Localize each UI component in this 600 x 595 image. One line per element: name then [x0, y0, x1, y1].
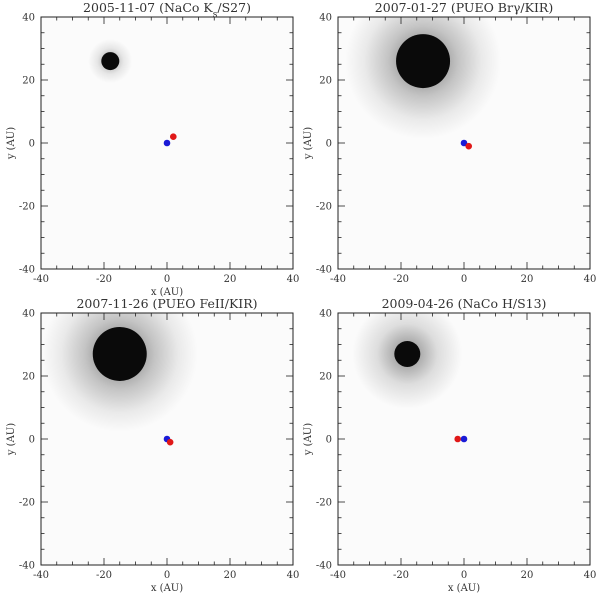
x-axis-label: x (AU) [448, 583, 480, 594]
x-tick-label: 0 [164, 570, 170, 581]
image-content [345, 17, 502, 140]
source-core [396, 34, 451, 89]
marker-point [460, 139, 468, 147]
image-content [41, 313, 198, 432]
x-tick-label: 20 [521, 274, 534, 285]
panel-2: -40 -20 0 20 40 -40 -20 0 20 40 y (AU) 2007-01-27 (… [303, 0, 596, 285]
y-tick-label: 20 [22, 372, 35, 383]
x-tick-label: 20 [224, 274, 237, 285]
x-tick-label: 0 [461, 570, 467, 581]
panel-3: -40 -20 0 20 40 -40 -20 0 20 40 x (AU) y (AU) 2007-1… [6, 296, 300, 594]
x-tick-label: -20 [96, 570, 112, 581]
x-tick-label: 40 [584, 274, 597, 285]
marker-point [465, 142, 473, 150]
y-tick-label: 0 [29, 139, 35, 150]
x-tick-label: 0 [461, 274, 467, 285]
y-tick-label: 0 [326, 139, 332, 150]
x-tick-label: 0 [164, 274, 170, 285]
y-axis-label: y (AU) [6, 423, 17, 456]
y-tick-label: -40 [19, 561, 35, 572]
y-tick-label: 20 [319, 372, 332, 383]
x-tick-label: -20 [96, 274, 112, 285]
y-tick-label: 0 [326, 435, 332, 446]
panel-4: -40 -20 0 20 40 -40 -20 0 20 40 x (AU) y (AU) 2009-0… [303, 296, 596, 594]
image-content [88, 39, 133, 84]
x-tick-label: -40 [33, 570, 49, 581]
panel-title: 2007-01-27 (PUEO Brγ/KIR) [375, 0, 553, 15]
marker-point [163, 139, 171, 147]
y-tick-label: -20 [316, 498, 332, 509]
marker-point [454, 435, 462, 443]
y-tick-label: 40 [22, 309, 35, 320]
x-tick-label: -40 [330, 570, 346, 581]
x-tick-label: 20 [521, 570, 534, 581]
y-tick-label: 0 [29, 435, 35, 446]
x-tick-label: -20 [393, 274, 409, 285]
y-tick-label: -40 [19, 265, 35, 276]
panel-title: 2009-04-26 (NaCo H/S13) [382, 296, 547, 311]
y-axis-label: y (AU) [303, 423, 314, 456]
y-tick-label: 40 [22, 13, 35, 24]
y-tick-label: 20 [319, 76, 332, 87]
x-axis-label: x (AU) [151, 583, 183, 594]
x-tick-label: 40 [287, 570, 300, 581]
source-core [92, 326, 147, 381]
y-tick-label: -20 [19, 202, 35, 213]
panel-title: 2007-11-26 (PUEO FeII/KIR) [76, 296, 257, 311]
y-axis-label: y (AU) [303, 127, 314, 160]
y-tick-label: -20 [19, 498, 35, 509]
marker-point [170, 133, 177, 140]
y-tick-label: 40 [319, 13, 332, 24]
source-core [101, 52, 120, 71]
y-tick-label: -40 [316, 561, 332, 572]
x-axis-label: x (AU) [151, 287, 183, 298]
x-tick-label: 20 [224, 570, 237, 581]
y-axis-label: y (AU) [6, 127, 17, 160]
x-tick-label: -20 [393, 570, 409, 581]
x-tick-label: -40 [33, 274, 49, 285]
y-tick-label: -40 [316, 265, 332, 276]
marker-point [460, 435, 468, 443]
x-tick-label: 40 [287, 274, 300, 285]
marker-point [166, 438, 174, 446]
y-tick-label: 40 [319, 309, 332, 320]
source-core [394, 340, 421, 367]
y-tick-label: -20 [316, 202, 332, 213]
x-tick-label: 40 [584, 570, 597, 581]
y-tick-label: 20 [22, 76, 35, 87]
x-tick-label: -40 [330, 274, 346, 285]
image-content [352, 313, 463, 409]
